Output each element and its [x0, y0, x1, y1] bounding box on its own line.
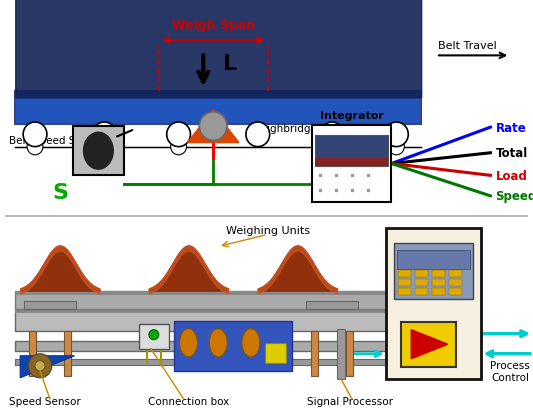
Bar: [401, 322, 456, 367]
Text: Speed Sensor: Speed Sensor: [9, 396, 81, 406]
Circle shape: [167, 123, 190, 147]
Bar: [312, 126, 391, 202]
Bar: [174, 321, 293, 371]
Ellipse shape: [242, 329, 260, 357]
Bar: [432, 288, 445, 295]
Circle shape: [23, 123, 47, 147]
Bar: [72, 127, 124, 176]
Text: S: S: [53, 182, 69, 202]
Circle shape: [171, 139, 187, 155]
Bar: [432, 279, 445, 286]
Bar: [29, 331, 36, 376]
Circle shape: [324, 139, 340, 155]
Circle shape: [149, 330, 159, 340]
Circle shape: [27, 139, 43, 155]
Text: Load: Load: [495, 169, 527, 183]
Circle shape: [35, 361, 45, 371]
Text: Process
Control: Process Control: [490, 360, 530, 382]
Bar: [386, 229, 481, 379]
Bar: [415, 279, 428, 286]
Bar: [311, 331, 318, 376]
Bar: [346, 331, 353, 376]
Ellipse shape: [209, 329, 227, 357]
Bar: [315, 159, 389, 167]
Bar: [265, 343, 287, 363]
Circle shape: [199, 112, 227, 141]
Bar: [432, 270, 445, 277]
Polygon shape: [411, 330, 448, 359]
Circle shape: [92, 123, 116, 147]
Circle shape: [384, 123, 408, 147]
Bar: [398, 270, 411, 277]
Bar: [449, 279, 462, 286]
Circle shape: [28, 354, 52, 378]
Text: Weighbridge with load cells: Weighbridge with load cells: [251, 124, 395, 134]
Bar: [398, 288, 411, 295]
Polygon shape: [20, 356, 75, 378]
Text: Weigh Span: Weigh Span: [172, 19, 255, 32]
Text: Signal Processor: Signal Processor: [307, 396, 393, 406]
Polygon shape: [188, 110, 239, 143]
Text: Rate: Rate: [495, 121, 526, 134]
Bar: [306, 301, 358, 309]
Bar: [315, 136, 389, 167]
Text: Belt Travel: Belt Travel: [438, 41, 497, 51]
Bar: [398, 279, 411, 286]
Bar: [15, 309, 391, 313]
Bar: [449, 288, 462, 295]
Bar: [15, 341, 391, 351]
Text: Weighing Units: Weighing Units: [225, 226, 310, 236]
Circle shape: [389, 139, 405, 155]
Text: L: L: [223, 53, 237, 74]
Text: Integrator: Integrator: [320, 111, 384, 121]
Bar: [15, 92, 421, 125]
Text: Total: Total: [495, 147, 528, 160]
Ellipse shape: [84, 133, 113, 170]
Text: Speed: Speed: [495, 190, 533, 203]
Bar: [15, 291, 391, 309]
Bar: [337, 329, 345, 379]
Bar: [24, 301, 76, 309]
Bar: [15, 309, 391, 331]
Text: Connection box: Connection box: [148, 396, 229, 406]
Bar: [449, 270, 462, 277]
Bar: [415, 288, 428, 295]
Circle shape: [320, 123, 344, 147]
Bar: [398, 251, 470, 269]
Circle shape: [246, 123, 270, 147]
Text: Belt Speed Sensor: Belt Speed Sensor: [9, 136, 105, 146]
Ellipse shape: [180, 329, 197, 357]
Bar: [15, 359, 391, 365]
Bar: [415, 270, 428, 277]
Bar: [15, 291, 391, 295]
Bar: [139, 324, 168, 349]
Bar: [64, 331, 71, 376]
Bar: [394, 244, 473, 299]
